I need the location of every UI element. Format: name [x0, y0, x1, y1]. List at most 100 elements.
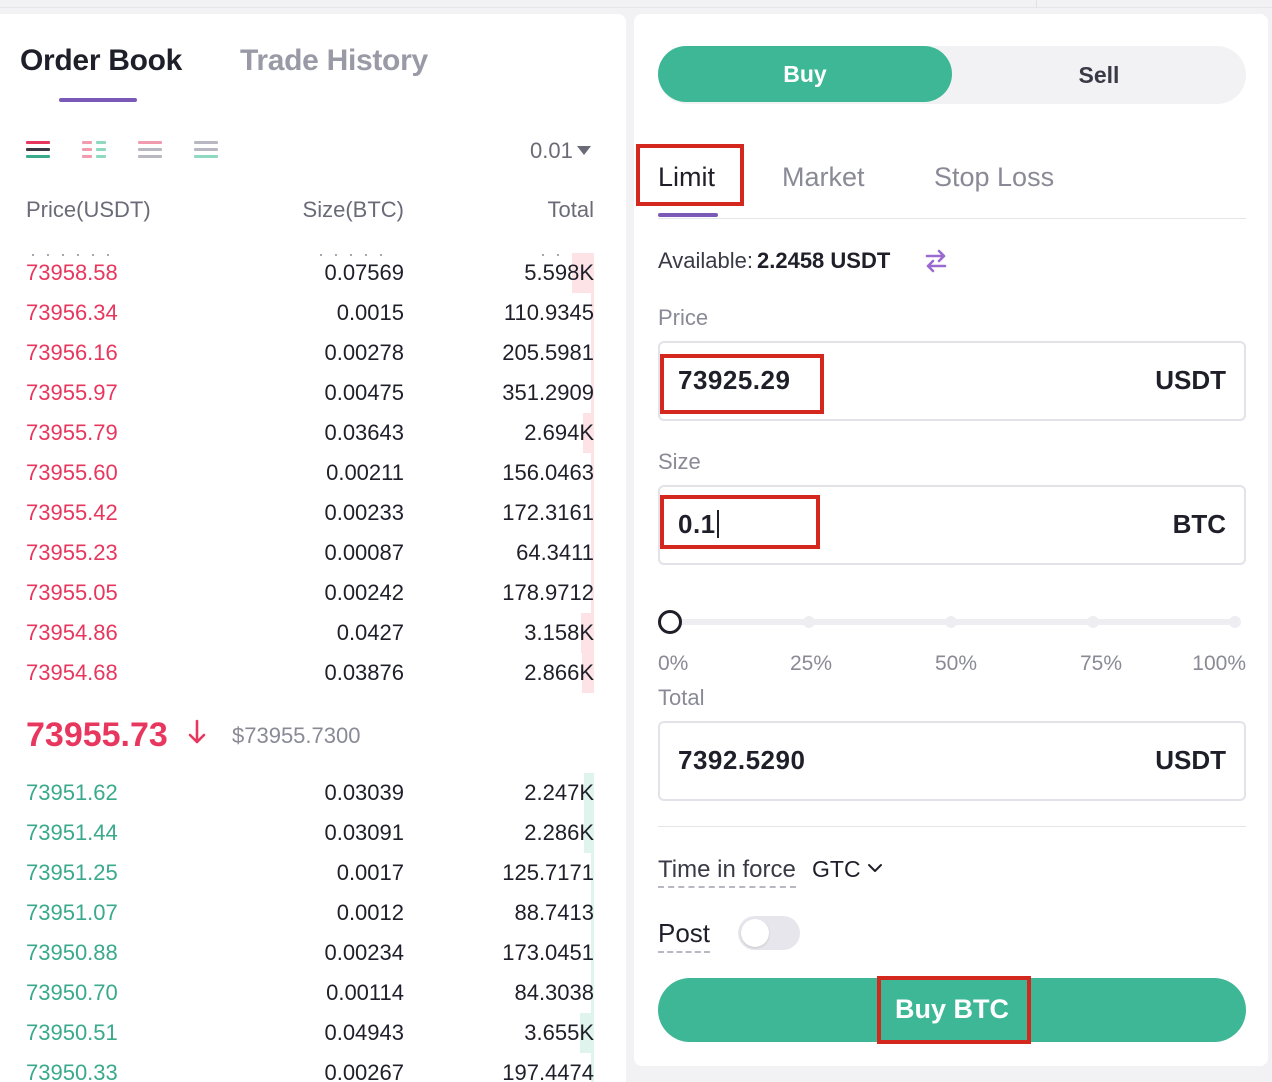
bid-price: 73950.70 — [26, 980, 118, 1005]
slider-label-75: 75% — [1080, 652, 1123, 675]
bid-size: 0.03039 — [324, 780, 404, 805]
ask-row[interactable]: 73956.34 0.0015 110.9345 — [0, 293, 626, 333]
ask-price: 73955.79 — [26, 420, 118, 445]
depth-bar — [583, 413, 594, 453]
ask-price: 73955.23 — [26, 540, 118, 565]
ask-size: 0.03876 — [324, 660, 404, 685]
asks-only-icon[interactable] — [136, 136, 164, 162]
ask-row[interactable]: 73955.97 0.00475 351.2909 — [0, 373, 626, 413]
ask-row[interactable]: 73955.05 0.00242 178.9712 — [0, 573, 626, 613]
slider-handle[interactable] — [658, 610, 682, 634]
ask-size: 0.00242 — [324, 580, 404, 605]
slider-labels: 0% 25% 50% 75% 100% — [658, 652, 1246, 678]
bid-row[interactable]: 73950.88 0.00234 173.0451 — [0, 933, 626, 973]
bid-row[interactable]: 73950.51 0.04943 3.655K — [0, 1013, 626, 1053]
ask-row[interactable]: 73955.60 0.00211 156.0463 — [0, 453, 626, 493]
depth-bar — [591, 533, 594, 573]
tab-limit[interactable]: Limit — [658, 162, 716, 192]
arrow-down-icon — [188, 719, 206, 744]
price-value[interactable]: 73925.29 — [678, 365, 791, 395]
ask-total: 2.694K — [524, 420, 594, 445]
available-label: Available: — [658, 248, 753, 273]
ask-row[interactable]: 73955.42 0.00233 172.3161 — [0, 493, 626, 533]
asks-list: 73958.58 0.07569 5.598K 73956.34 0.0015 110.9… — [0, 253, 626, 693]
slider-mark-25[interactable] — [803, 616, 815, 628]
depth-bar — [591, 453, 594, 493]
post-only-toggle[interactable] — [738, 916, 800, 950]
bid-total: 88.7413 — [514, 900, 594, 925]
buy-btc-button[interactable]: Buy BTC — [658, 978, 1246, 1042]
ask-total: 2.866K — [524, 660, 594, 685]
ask-total: 110.9345 — [503, 300, 594, 325]
tab-order-book[interactable]: Order Book — [20, 44, 183, 77]
tab-trade-history[interactable]: Trade History — [240, 44, 428, 77]
highlight-box-size — [660, 495, 820, 549]
ask-row[interactable]: 73954.86 0.0427 3.158K — [0, 613, 626, 653]
total-input[interactable]: 7392.5290 USDT — [658, 721, 1246, 801]
post-only-label: Post — [658, 918, 711, 953]
depth-bar — [572, 253, 594, 293]
ask-total: 156.0463 — [502, 460, 594, 485]
bid-row[interactable]: 73951.62 0.03039 2.247K — [0, 773, 626, 813]
bid-size: 0.0012 — [336, 900, 404, 925]
tab-stop-loss[interactable]: Stop Loss — [934, 162, 1055, 192]
order-type-divider — [658, 218, 1246, 219]
bid-total: 197.4474 — [502, 1060, 594, 1082]
ask-size: 0.00211 — [326, 460, 404, 485]
depth-bar — [591, 573, 594, 613]
tab-market[interactable]: Market — [782, 162, 865, 192]
ask-row[interactable]: 73955.23 0.00087 64.3411 — [0, 533, 626, 573]
total-value[interactable]: 7392.5290 — [678, 745, 806, 775]
depth-bar — [591, 293, 594, 333]
ask-price: 73954.86 — [26, 620, 118, 645]
bid-total: 173.0451 — [502, 940, 594, 965]
size-value-wrap[interactable]: 0.1 — [678, 509, 719, 540]
column-header-price: Price(USDT) — [26, 197, 151, 222]
size-label: Size — [658, 449, 701, 474]
bid-row[interactable]: 73951.07 0.0012 88.7413 — [0, 893, 626, 933]
depth-bar — [591, 973, 594, 1013]
highlight-box-limit — [636, 144, 744, 206]
bid-row[interactable]: 73951.44 0.03091 2.286K — [0, 813, 626, 853]
bid-size: 0.0017 — [336, 860, 404, 885]
buy-toggle-button[interactable]: Buy — [658, 46, 952, 102]
bid-row[interactable]: 73950.33 0.00267 197.4474 — [0, 1053, 626, 1082]
depth-bar — [580, 1013, 594, 1053]
precision-selector[interactable]: 0.01 — [530, 138, 591, 164]
last-price: 73955.73 — [26, 716, 168, 754]
bid-row[interactable]: 73951.25 0.0017 125.7171 — [0, 853, 626, 893]
swap-icon[interactable] — [922, 247, 950, 275]
bids-only-icon[interactable] — [192, 136, 220, 162]
active-order-type-indicator — [658, 213, 718, 217]
ask-total: 64.3411 — [516, 540, 594, 565]
size-percent-slider[interactable] — [658, 610, 1246, 634]
ask-row[interactable]: 73954.68 0.03876 2.866K — [0, 653, 626, 693]
slider-mark-50[interactable] — [945, 616, 957, 628]
bid-total: 3.655K — [524, 1020, 594, 1045]
time-in-force-label: Time in force — [658, 856, 796, 888]
ask-row[interactable]: 73958.58 0.07569 5.598K — [0, 253, 626, 293]
top-bar-separator — [1036, 0, 1037, 8]
bid-total: 125.7171 — [502, 860, 594, 885]
sell-toggle-button[interactable]: Sell — [1078, 62, 1120, 88]
bid-total: 2.286K — [524, 820, 594, 845]
bid-size: 0.00267 — [324, 1060, 404, 1082]
ask-price: 73955.97 — [26, 380, 118, 405]
available-value: 2.2458 USDT — [757, 248, 891, 273]
depth-bar — [591, 333, 594, 373]
ask-size: 0.00233 — [324, 500, 404, 525]
split-columns-icon[interactable] — [80, 136, 108, 162]
chevron-down-icon[interactable] — [867, 862, 883, 874]
buy-btc-label: Buy BTC — [895, 994, 1009, 1024]
slider-mark-75[interactable] — [1087, 616, 1099, 628]
ask-row[interactable]: 73955.79 0.03643 2.694K — [0, 413, 626, 453]
time-in-force-select[interactable]: GTC — [812, 856, 861, 882]
both-sides-icon[interactable] — [24, 136, 52, 162]
bid-total: 84.3038 — [514, 980, 594, 1005]
depth-bar — [591, 493, 594, 533]
price-label: Price — [658, 305, 709, 330]
bid-row[interactable]: 73950.70 0.00114 84.3038 — [0, 973, 626, 1013]
ask-row[interactable]: 73956.16 0.00278 205.5981 — [0, 333, 626, 373]
slider-mark-100[interactable] — [1229, 616, 1241, 628]
ask-total: 3.158K — [524, 620, 594, 645]
